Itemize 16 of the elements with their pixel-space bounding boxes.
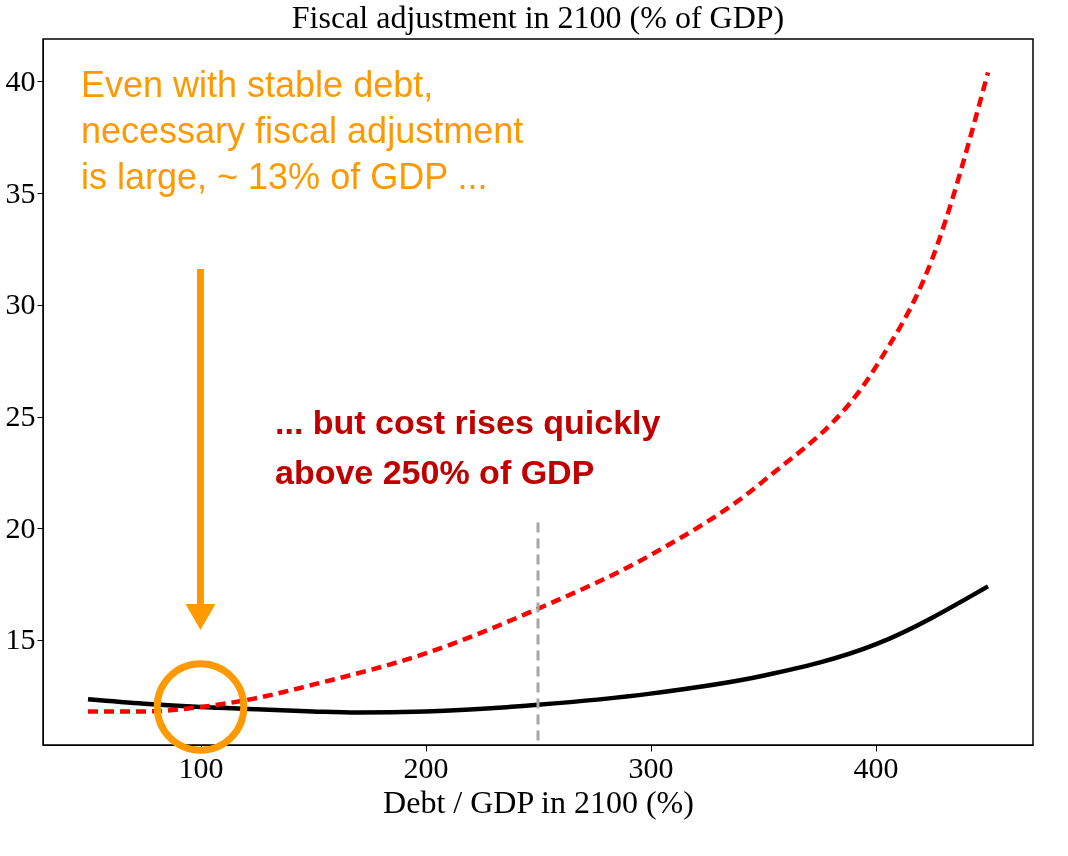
y-tick-label: 35 — [5, 175, 36, 209]
y-tick-label: 15 — [5, 622, 36, 656]
y-tick-label: 40 — [5, 63, 36, 97]
annotation: Even with stable debt, necessary fiscal adjustment is large, ~ 13% of GDP ... — [81, 64, 524, 197]
annotation: ... but cost rises quickly above 250% of GDP — [275, 403, 661, 491]
y-tick-label: 20 — [5, 510, 36, 544]
y-tick-label: 25 — [5, 399, 36, 433]
x-tick-label: 400 — [853, 750, 899, 784]
x-tick-label: 100 — [178, 750, 224, 784]
line-series — [85, 584, 991, 715]
x-tick-label: 300 — [628, 750, 674, 784]
line-series — [85, 70, 991, 714]
chart-title: Fiscal adjustment in 2100 (% of GDP) — [291, 0, 785, 35]
x-tick-label: 200 — [403, 750, 449, 784]
y-tick-label: 30 — [5, 287, 36, 321]
x-axis-title: Debt / GDP in 2100 (%) — [383, 783, 694, 820]
